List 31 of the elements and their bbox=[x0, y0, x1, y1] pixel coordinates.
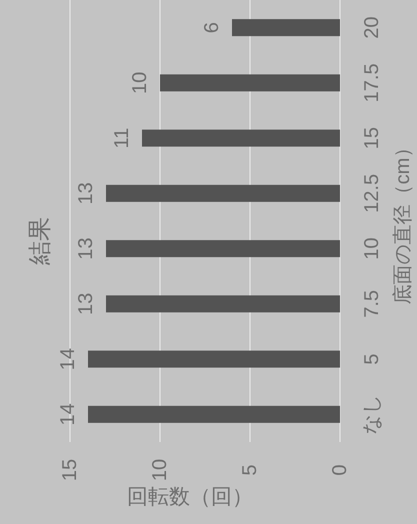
y-axis-title: 底面の直径（cm） bbox=[392, 138, 414, 304]
bar bbox=[88, 406, 340, 423]
bar bbox=[106, 240, 340, 258]
text: 結果 bbox=[26, 217, 54, 266]
y-tick-label: 15 bbox=[361, 127, 383, 150]
y-tick-label: 10 bbox=[361, 238, 383, 260]
x-axis-title: 回転数（回） bbox=[127, 486, 253, 508]
y-tick-label: 7.5 bbox=[361, 290, 383, 318]
bar bbox=[232, 19, 340, 36]
data-label: 14 bbox=[57, 348, 79, 370]
bar bbox=[106, 184, 340, 202]
y-tick-label: 5 bbox=[361, 354, 383, 365]
data-label: 11 bbox=[111, 128, 133, 149]
data-label: 6 bbox=[201, 22, 223, 34]
x-tick-label: 15 bbox=[59, 458, 81, 482]
x-tick-label: 5 bbox=[239, 464, 261, 476]
data-label: 10 bbox=[129, 72, 151, 94]
data-label: 13 bbox=[75, 292, 97, 315]
x-tick-label: 0 bbox=[329, 464, 351, 476]
x-tick-label: 10 bbox=[149, 458, 171, 482]
data-label: 14 bbox=[57, 403, 79, 426]
y-tick-label: 20 bbox=[361, 16, 383, 39]
bar bbox=[106, 295, 340, 312]
y-tick-label: なし bbox=[361, 394, 383, 434]
bar bbox=[160, 74, 340, 92]
bar bbox=[142, 130, 340, 147]
y-tick-label: 12.5 bbox=[361, 174, 383, 213]
y-tick-label: 17.5 bbox=[361, 63, 383, 102]
bar bbox=[88, 350, 340, 368]
data-label: 13 bbox=[75, 182, 97, 204]
data-label: 13 bbox=[75, 238, 97, 260]
